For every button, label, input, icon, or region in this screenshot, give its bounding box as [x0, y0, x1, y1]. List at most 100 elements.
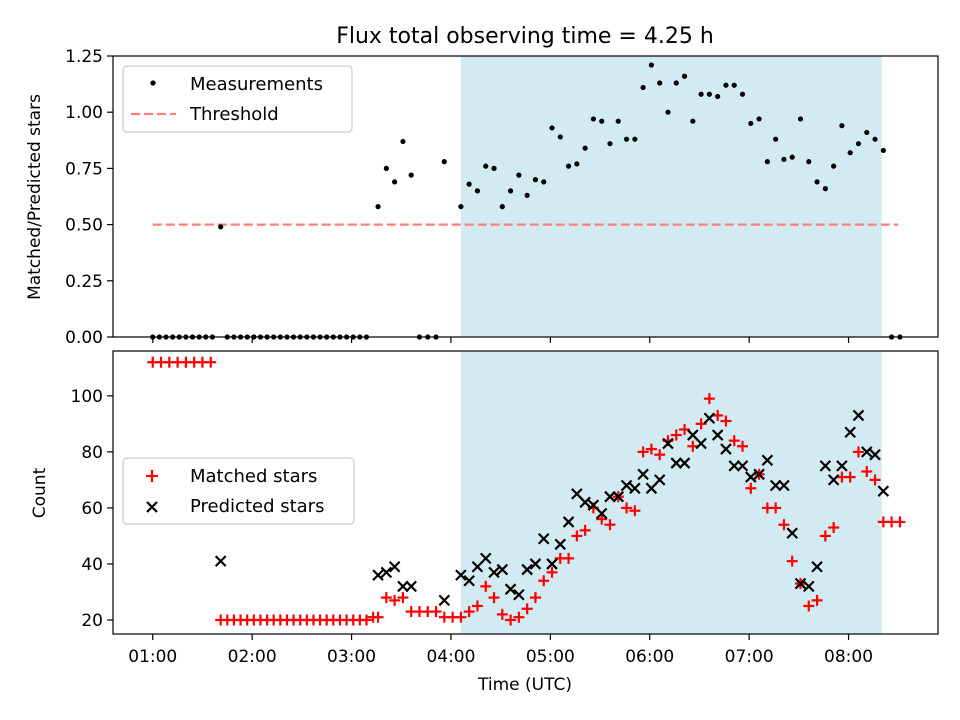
measurement-point	[723, 82, 729, 88]
ratio-y-ticks: 0.00 0.25 0.50 0.75 1.00 1.25	[65, 47, 113, 348]
predicted-star-point	[629, 482, 641, 495]
matched-star-point	[852, 446, 864, 458]
x-tick-label: 01:00	[128, 647, 177, 667]
predicted-star-point	[769, 479, 782, 492]
measurement-point	[474, 188, 481, 194]
predicted-star-point	[786, 527, 798, 539]
count-y-axis-label: Count	[30, 467, 50, 518]
matched-star-point	[803, 600, 815, 612]
predicted-star-point	[562, 516, 575, 528]
predicted-star-point	[521, 563, 533, 576]
legend-matched-marker	[146, 470, 158, 482]
matched-star-point	[637, 446, 649, 458]
matched-star-point	[645, 443, 657, 455]
predicted-star-point	[438, 594, 451, 607]
predicted-star-point	[711, 429, 724, 441]
measurement-point	[383, 165, 389, 171]
measurement-point	[607, 141, 613, 147]
measurement-point	[773, 136, 779, 142]
measurement-point	[549, 125, 555, 131]
matched-star-point	[670, 429, 682, 441]
measurement-point	[599, 118, 605, 124]
matched-star-point	[496, 608, 508, 620]
ratio-y-tick-label: 0.50	[65, 216, 103, 236]
measurement-point	[541, 179, 547, 185]
measurement-point	[615, 118, 621, 124]
count-y-tick-label: 20	[81, 611, 103, 631]
predicted-star-point	[736, 460, 749, 472]
matched-star-point	[844, 471, 856, 483]
measurement-point	[748, 120, 754, 127]
count-y-ticks: 20 40 60 80 100	[71, 387, 113, 631]
count-y-tick-label: 40	[81, 555, 103, 575]
measurement-point	[806, 159, 812, 165]
predicted-star-point	[496, 563, 509, 576]
measurement-point	[640, 84, 646, 91]
count-y-tick-label: 60	[81, 499, 103, 519]
ratio-panel: 0.00 0.25 0.50 0.75 1.00 1.25 Matched/Predict…	[25, 47, 939, 348]
measurement-point	[524, 192, 530, 198]
measurement-point	[565, 163, 572, 169]
measurement-point	[392, 179, 398, 185]
measurement-point	[715, 93, 721, 100]
measurement-point	[681, 73, 688, 79]
legend-threshold-label: Threshold	[189, 104, 279, 125]
matched-star-point	[546, 566, 558, 578]
matched-star-point	[604, 519, 616, 531]
matched-star-point	[480, 580, 492, 592]
matched-star-point	[455, 611, 467, 623]
measurement-point	[781, 156, 787, 163]
measurement-point	[218, 224, 224, 230]
predicted-star-point	[388, 560, 401, 573]
measurement-point	[673, 80, 679, 86]
ratio-y-tick-label: 0.25	[65, 272, 103, 292]
predicted-star-point	[811, 560, 823, 573]
measurement-point	[532, 177, 539, 183]
matched-star-point	[563, 552, 575, 564]
measurement-point	[814, 179, 820, 185]
predicted-star-point	[653, 474, 666, 486]
matched-star-point	[521, 603, 533, 615]
measurement-point	[764, 159, 770, 165]
matched-star-point	[579, 524, 591, 536]
predicted-star-point	[778, 479, 790, 492]
legend-matched-label: Matched stars	[190, 466, 317, 487]
x-axis-label: Time (UTC)	[477, 675, 572, 695]
predicted-star-point	[405, 580, 417, 593]
measurement-point	[739, 91, 746, 97]
matched-star-point	[571, 530, 583, 542]
measurement-point	[499, 204, 505, 210]
count-y-tick-label: 100	[71, 387, 103, 407]
matched-star-point	[397, 592, 409, 604]
matched-star-point	[430, 606, 442, 618]
matched-star-point	[745, 482, 757, 494]
matched-star-point	[828, 522, 840, 534]
predicted-star-point	[687, 429, 699, 441]
predicted-star-point	[662, 437, 674, 450]
measurement-point	[789, 154, 795, 160]
x-tick-label: 02:00	[228, 647, 277, 667]
ratio-plot-frame	[112, 55, 939, 338]
count-x-ticks: 01:00 02:00 03:00 04:00 05:00 06:00 07:00 08:00	[128, 634, 873, 667]
predicted-star-point	[695, 437, 707, 450]
predicted-star-point	[637, 468, 649, 481]
matched-star-point	[505, 614, 517, 626]
measurement-point	[872, 136, 878, 142]
predicted-star-point	[529, 558, 542, 570]
matched-star-point	[703, 393, 715, 405]
measurement-point	[574, 161, 580, 167]
matched-star-point	[360, 614, 372, 626]
predicted-star-point	[803, 580, 815, 593]
measurement-point	[648, 62, 655, 68]
measurement-point	[665, 109, 671, 115]
predicted-star-point	[720, 443, 732, 455]
legend-predicted-label: Predicted stars	[190, 496, 324, 517]
matched-star-point	[712, 409, 724, 421]
x-tick-label: 05:00	[526, 647, 575, 667]
matched-star-point	[894, 516, 906, 528]
measurement-point	[690, 118, 696, 124]
x-tick-label: 06:00	[625, 647, 674, 667]
matched-star-point	[621, 502, 633, 514]
matched-star-point	[695, 418, 707, 430]
